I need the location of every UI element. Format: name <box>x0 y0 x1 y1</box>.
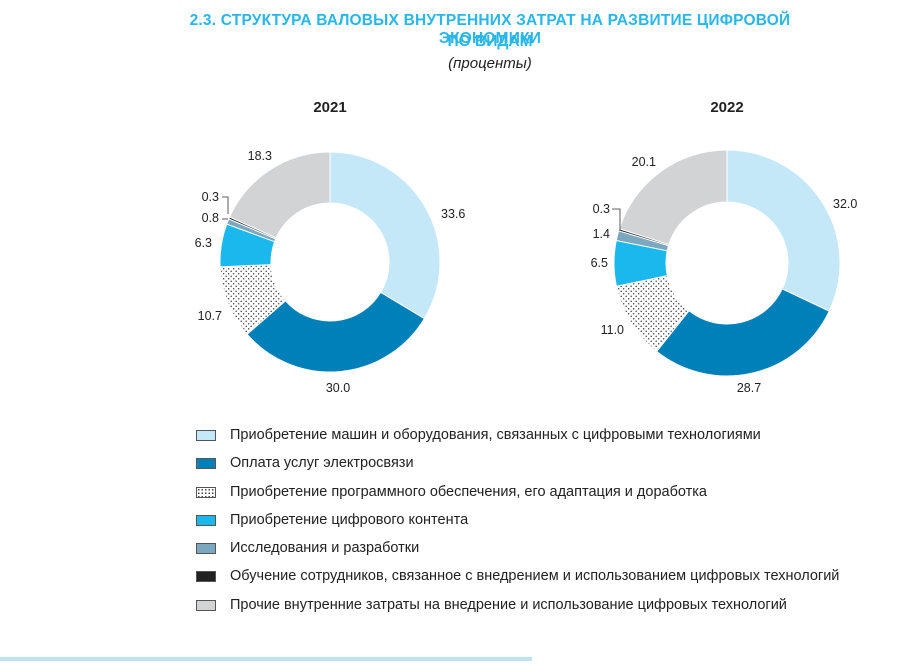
data-label: 11.0 <box>601 323 624 337</box>
legend-swatch <box>196 486 216 498</box>
legend-swatch <box>196 514 216 526</box>
data-label: 20.1 <box>632 155 656 169</box>
data-label: 0.8 <box>202 211 219 225</box>
leader-line <box>222 196 229 214</box>
donut-chart-2022: 2022 32.0 28.7 11.0 6.5 1.4 0.3 20.1 <box>591 99 858 395</box>
legend-swatch <box>196 571 216 583</box>
legend-label: Обучение сотрудников, связанное с внедре… <box>230 568 840 585</box>
data-label: 33.6 <box>441 207 465 221</box>
chart-year-title: 2022 <box>710 99 743 116</box>
data-label: 0.3 <box>202 190 219 204</box>
chart-title-line2: ПО ВИДАМ <box>447 33 533 50</box>
legend-label: Оплата услуг электросвязи <box>230 455 414 472</box>
donut-slice <box>329 151 441 320</box>
data-label: 18.3 <box>248 149 272 163</box>
data-label: 0.3 <box>593 202 610 216</box>
donut-slice <box>246 291 426 373</box>
chart-title-line1: 2.3. СТРУКТУРА ВАЛОВЫХ ВНУТРЕННИХ ЗАТРАТ… <box>189 12 791 47</box>
bottom-rule <box>0 657 532 661</box>
data-label: 30.0 <box>326 381 350 395</box>
legend-label: Прочие внутренние затраты на внедрение и… <box>230 596 787 613</box>
data-label: 28.7 <box>737 381 761 395</box>
legend-label: Исследования и разработки <box>230 540 420 557</box>
donut-chart-2021: 2021 33.6 30.0 10.7 6.3 0.8 0.3 18.3 <box>195 99 466 395</box>
data-label: 1.4 <box>593 227 610 241</box>
chart-year-title: 2021 <box>313 99 346 116</box>
leader-line <box>612 208 621 230</box>
legend-label: Приобретение машин и оборудования, связа… <box>230 427 761 443</box>
donut-slice <box>655 288 830 377</box>
data-label: 6.5 <box>591 256 608 270</box>
data-label: 32.0 <box>833 197 857 211</box>
legend-swatch <box>196 543 216 555</box>
donut-slice <box>726 149 841 312</box>
data-label: 6.3 <box>195 236 212 250</box>
legend-swatch <box>196 430 216 441</box>
donut-slice <box>618 149 728 246</box>
legend-swatch <box>196 458 216 470</box>
legend-swatch <box>196 599 216 611</box>
donut-charts: 2021 33.6 30.0 10.7 6.3 0.8 0.3 18.3 2022 32.0 28… <box>195 99 858 395</box>
legend-label: Приобретение цифрового контента <box>230 511 469 528</box>
chart-subtitle: (проценты) <box>448 55 532 72</box>
data-label: 10.7 <box>198 309 222 323</box>
donut-slice <box>228 151 331 239</box>
legend-label: Приобретение программного обеспечения, е… <box>230 483 707 500</box>
